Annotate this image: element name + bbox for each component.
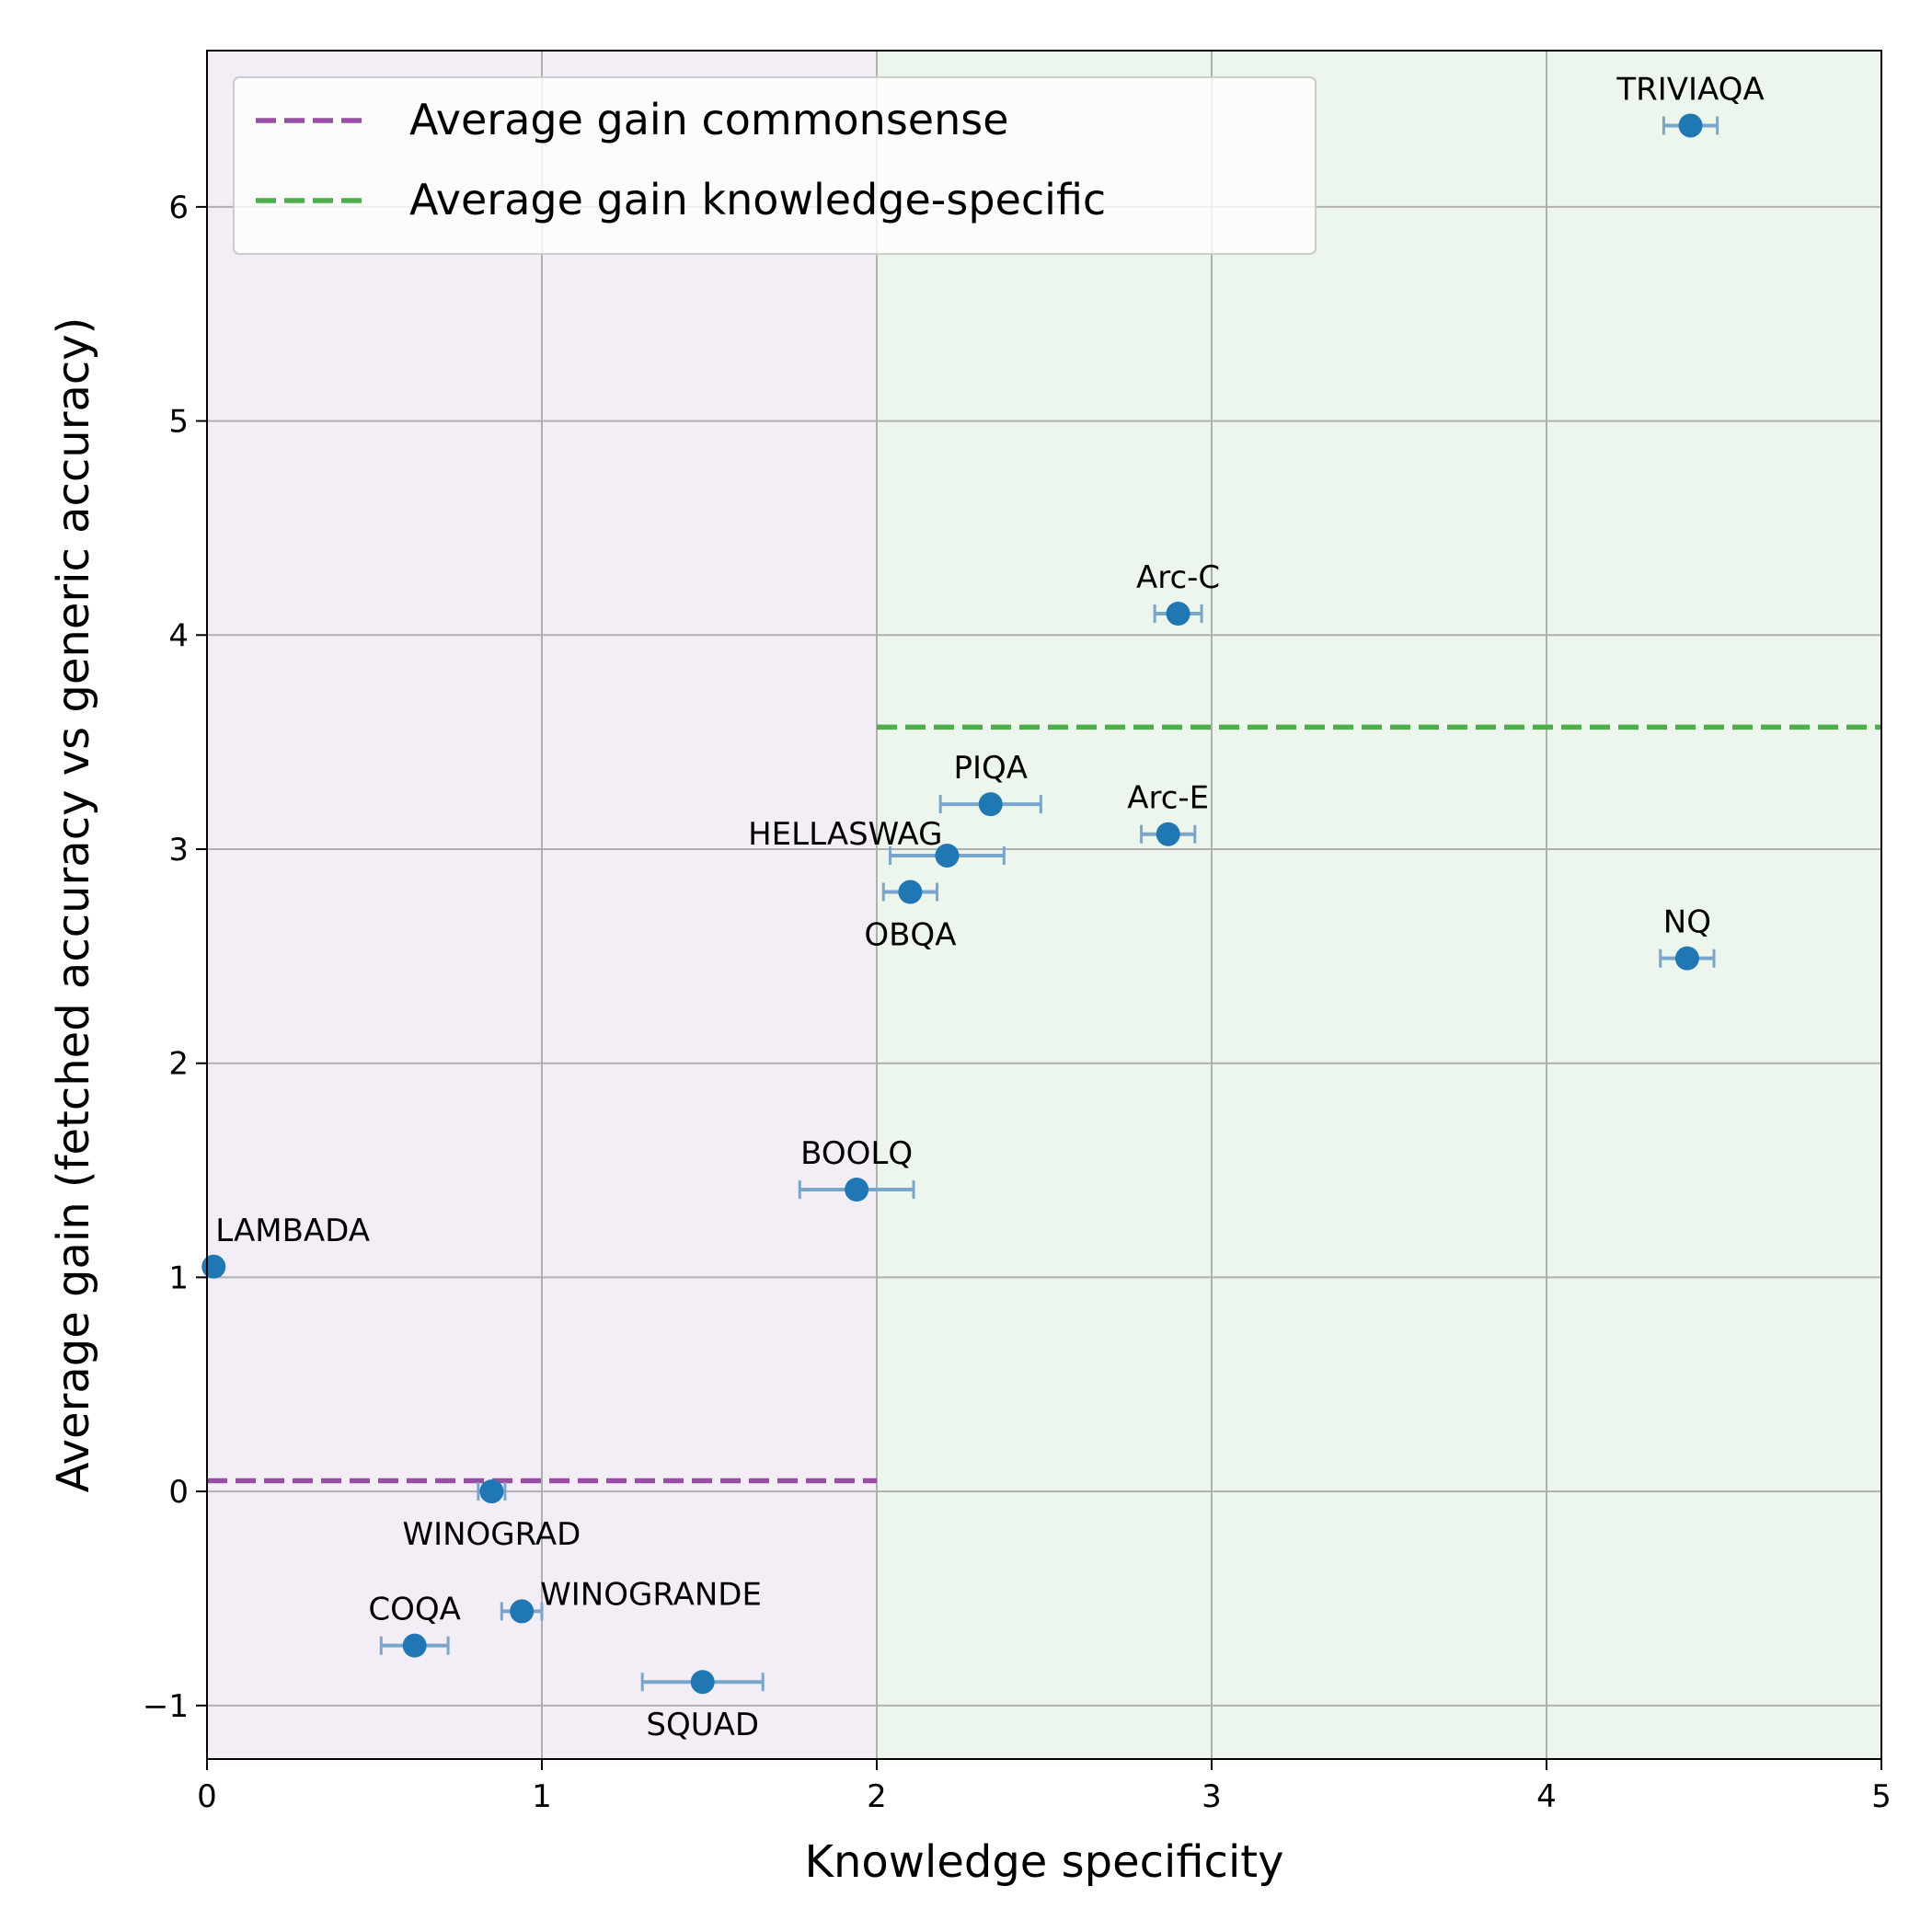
- x-tick-label: 5: [1871, 1778, 1892, 1815]
- y-tick-label: 2: [168, 1046, 189, 1083]
- reference-lines: [207, 724, 1881, 1484]
- point-label: HELLASWAG: [748, 816, 942, 853]
- point-marker: [1678, 113, 1703, 138]
- x-tick-label: 4: [1536, 1778, 1557, 1815]
- data-point-arc-e: Arc-E: [1127, 780, 1209, 846]
- legend-box: [233, 76, 1317, 255]
- y-axis-label: Average gain (fetched accuracy vs generi…: [48, 317, 99, 1493]
- point-label: WINOGRANDE: [540, 1576, 762, 1613]
- point-marker: [1674, 946, 1699, 971]
- point-label: LAMBADA: [215, 1213, 370, 1249]
- point-label: OBQA: [864, 917, 956, 954]
- x-tick-label: 1: [532, 1778, 552, 1815]
- data-point-coqa: COQA: [368, 1592, 461, 1658]
- data-point-squad: SQUAD: [640, 1670, 765, 1743]
- data-point-nq: NQ: [1659, 904, 1716, 971]
- region-backgrounds: [207, 51, 1881, 1759]
- data-point-obqa: OBQA: [864, 880, 956, 954]
- point-label: TRIVIAQA: [1616, 71, 1764, 108]
- x-tick-label: 2: [867, 1778, 887, 1815]
- point-label: Arc-C: [1136, 559, 1220, 596]
- point-marker: [898, 880, 923, 904]
- point-marker: [402, 1633, 427, 1658]
- point-marker: [510, 1599, 535, 1624]
- point-marker: [1156, 822, 1180, 846]
- x-tick-label: 0: [197, 1778, 217, 1815]
- x-tick-label: 3: [1202, 1778, 1222, 1815]
- point-marker: [845, 1178, 869, 1202]
- plot-frame: [206, 50, 1882, 1760]
- legend: Average gain commonsense Average gain kno…: [233, 76, 1317, 255]
- data-points: TRIVIAQA Arc-C PIQA Arc-E HELLASWAG OBQA NQ BOO…: [201, 71, 1765, 1743]
- data-point-triviaqa: TRIVIAQA: [1616, 71, 1765, 138]
- point-label: SQUAD: [646, 1707, 759, 1743]
- y-tick-label: −1: [143, 1688, 189, 1725]
- point-marker: [479, 1479, 504, 1504]
- y-tick-label: 0: [168, 1474, 189, 1511]
- point-marker: [1166, 602, 1190, 627]
- y-tick-label: 3: [168, 832, 189, 868]
- y-tick-label: 6: [168, 190, 189, 226]
- legend-label: Average gain commonsense: [409, 95, 1009, 144]
- point-label: Arc-E: [1127, 780, 1209, 817]
- data-point-lambada: LAMBADA: [201, 1213, 370, 1279]
- legend-label: Average gain knowledge-specific: [409, 175, 1106, 224]
- point-marker: [935, 843, 960, 868]
- point-marker: [978, 792, 1003, 817]
- data-point-winogrande: WINOGRANDE: [500, 1576, 762, 1624]
- point-label: PIQA: [953, 750, 1028, 787]
- data-point-piqa: PIQA: [938, 750, 1042, 817]
- y-tick-label: 1: [168, 1259, 189, 1296]
- data-point-boolq: BOOLQ: [798, 1135, 915, 1202]
- region-knowledge-specific: [877, 51, 1881, 1759]
- data-point-arc-c: Arc-C: [1136, 559, 1220, 627]
- y-tick-label: 5: [168, 404, 189, 441]
- point-label: NQ: [1663, 904, 1711, 941]
- y-tick-label: 4: [168, 617, 189, 654]
- point-label: WINOGRAD: [402, 1516, 581, 1553]
- point-label: BOOLQ: [800, 1135, 913, 1172]
- point-marker: [690, 1670, 715, 1695]
- data-point-hellaswag: HELLASWAG: [748, 816, 1006, 868]
- point-marker: [201, 1254, 226, 1279]
- data-point-winograd: WINOGRAD: [402, 1479, 581, 1553]
- axis-ticks: 0 1 2 3 4 5 −1 0 1 2 3 4 5 6: [143, 190, 1892, 1815]
- x-axis-label: Knowledge specificity: [804, 1836, 1283, 1888]
- point-label: COQA: [368, 1592, 461, 1628]
